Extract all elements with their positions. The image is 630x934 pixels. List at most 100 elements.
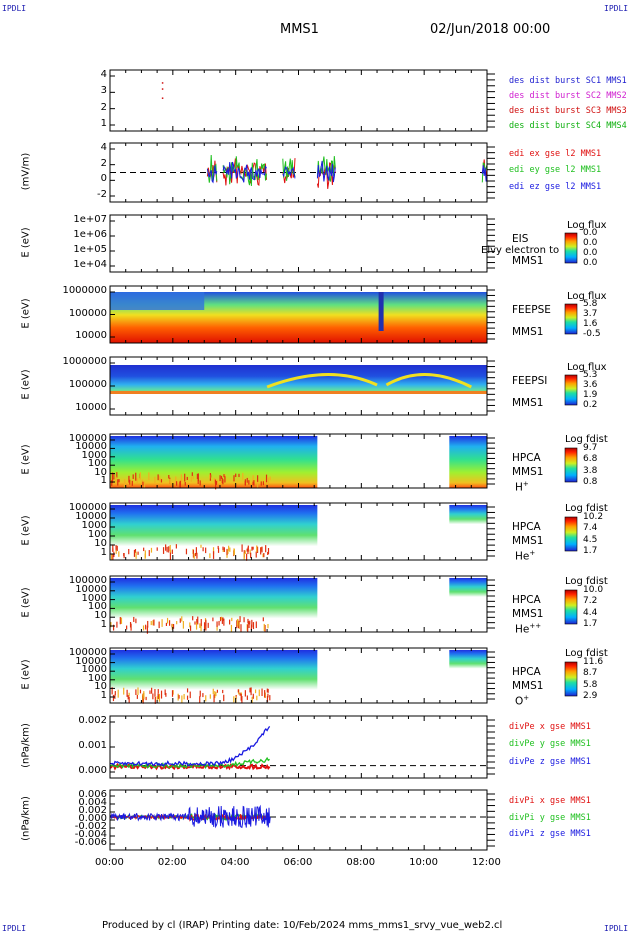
corner-label-bottom-left: IPDLI [2,924,27,933]
hpca-speck [260,481,262,486]
hpca-speck [186,688,189,693]
x-tick-label: 08:00 [346,857,376,868]
hpca-speck [258,689,260,697]
colorbar-value: 5.8 [583,299,598,309]
hpca-speck [171,690,174,697]
hpca-speck [240,694,242,701]
hpca-speck [242,472,244,480]
y-tick-label: 0 [100,173,107,185]
panel-divpe [109,715,495,779]
y-tick-label: 10000 [75,511,107,522]
hpca-speck [209,474,211,479]
hpca-speck [113,472,115,480]
colorbar-value: 6.8 [583,454,598,465]
instrument-name: HPCA [512,452,541,464]
hpca-speck [134,549,137,553]
hpca-speck [160,690,163,699]
hpca-speck [253,480,255,486]
colorbar-value: 10.2 [583,512,604,522]
colorbar-value: 0.8 [583,477,598,487]
colorbar-value: 7.2 [583,596,598,607]
species-label: H+ [515,480,529,494]
hpca-speck [212,688,214,695]
hpca-speck [117,479,119,486]
page-title: MMS1 [280,22,319,37]
hpca-speck [131,480,133,486]
colorbar [564,303,578,335]
hpca-speck [196,552,198,559]
hpca-speck [226,548,228,556]
hpca-speck [209,553,211,559]
hpca-speck [166,546,168,553]
y-tick-label: 3 [100,85,107,97]
colorbar-value: 5.3 [583,370,598,380]
colorbar-value: 9.7 [583,443,598,453]
hpca-speck [233,475,235,482]
hpca-speck [267,688,269,693]
hpca-speck [263,623,265,632]
hpca-speck [129,479,131,485]
hpca-spectrogram-late [449,436,487,488]
hpca-speck [214,691,216,699]
burst-mark-0 [161,97,164,99]
instrument-name: FEEPSI [512,375,548,387]
hpca-speck [123,553,125,559]
hpca-speck [237,620,240,629]
hpca-speck [235,473,237,478]
colorbar-value: 0.0 [583,228,598,238]
hpca-speck [165,692,167,697]
hpca-speck [249,549,251,555]
hpca-speck [199,480,201,486]
hpca-speck [217,547,220,553]
hpca-speck [246,548,248,552]
instrument-name: EIS [512,233,529,245]
hpca-speck [119,617,121,625]
hpca-speck [255,551,257,558]
hpca-speck [151,687,153,694]
hpca-speck [244,479,246,486]
panel-edi-e [109,142,495,203]
hpca-speck [221,477,223,484]
panel-frame [109,69,488,132]
hpca-speck [139,472,141,480]
panel-hpca-hepp [109,575,578,634]
hpca-speck [154,476,156,484]
hpca-speck [218,620,220,626]
legend-entry: divPi x gse MMS1 [509,796,591,806]
y-tick-label: 1 [100,619,107,630]
hpca-speck [254,689,257,694]
hpca-speck [227,549,229,554]
spacecraft-name: MMS1 [512,535,544,547]
hpca-speck [230,624,233,633]
hpca-speck [115,549,117,554]
hpca-speck [233,548,235,555]
hpca-speck [219,475,221,482]
hpca-speck [223,694,225,702]
y-tick-label: 100000 [68,502,107,513]
y-tick-label: 10000 [75,330,107,341]
instrument-name: FEEPSE [512,304,551,316]
hpca-speck [216,479,218,485]
hpca-speck [212,547,215,555]
species-charge: + [529,549,536,557]
hpca-speck [261,688,263,696]
colorbar-value: 7.4 [583,523,598,534]
y-tick-label: -0.006 [74,837,107,848]
x-tick-label: 04:00 [220,857,250,868]
hpca-speck [252,546,254,550]
hpca-speck [128,692,130,697]
hpca-speck [149,690,151,694]
y-tick-label: 0.002 [78,805,107,816]
hpca-speck [158,693,161,702]
hpca-speck [260,547,262,555]
hpca-speck [233,696,235,703]
hpca-speck [168,546,170,553]
panel-eis [109,214,578,273]
legend-entry: divPi z gse MMS1 [509,829,591,840]
hpca-speck [133,616,135,622]
hpca-speck [241,544,243,552]
hpca-speck [147,620,149,628]
legend-entry: divPe x gse MMS1 [509,722,591,732]
hpca-speck [189,625,192,631]
